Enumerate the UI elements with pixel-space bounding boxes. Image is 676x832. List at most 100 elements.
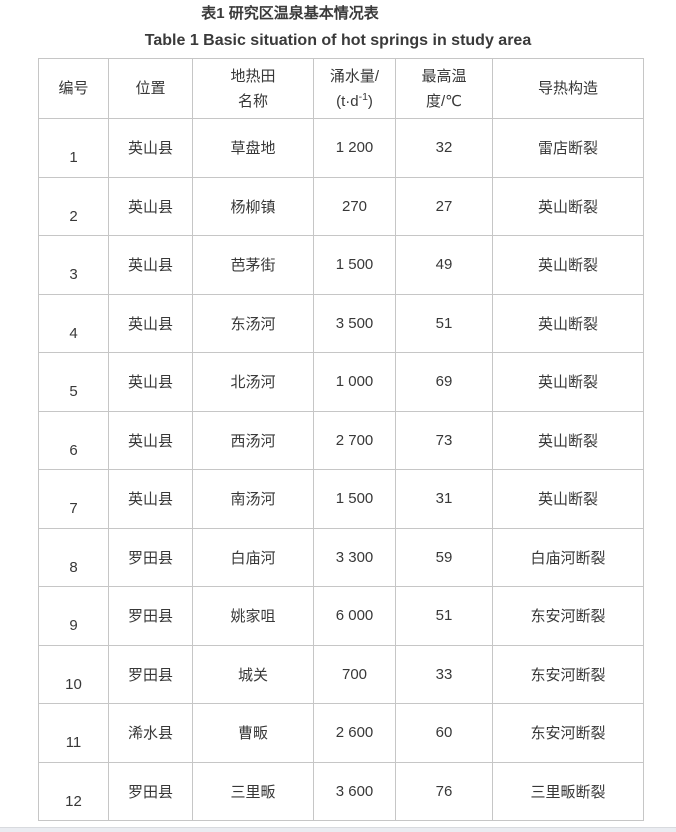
cell-location: 英山县 (108, 293, 193, 353)
table-row: 10 罗田县 城关 700 33 东安河断裂 (38, 644, 644, 704)
cell-heat-structure: 英山断裂 (492, 235, 644, 295)
cell-water-flow: 6 000 (313, 586, 396, 646)
cell-location: 英山县 (108, 469, 193, 529)
cell-number: 6 (38, 410, 109, 470)
cell-max-temperature: 33 (395, 644, 493, 704)
row-number: 9 (69, 617, 78, 635)
row-number: 1 (69, 149, 78, 167)
cell-water-flow: 3 600 (313, 761, 396, 821)
page-bottom-strip (0, 827, 676, 832)
cell-location: 浠水县 (108, 703, 193, 763)
header-location-label: 位置 (135, 80, 166, 97)
cell-location: 罗田县 (108, 644, 193, 704)
row-number: 10 (65, 675, 82, 693)
cell-geothermal-field: 东汤河 (192, 293, 314, 353)
cell-max-temperature: 32 (395, 118, 493, 178)
cell-location: 英山县 (108, 176, 193, 236)
cell-max-temperature: 51 (395, 293, 493, 353)
header-water-flow-line1: 涌水量/ (329, 67, 380, 85)
header-geothermal-field: 地热田 名称 (192, 58, 314, 119)
cell-geothermal-field: 北汤河 (192, 352, 314, 412)
cell-location: 罗田县 (108, 586, 193, 646)
cell-geothermal-field: 白庙河 (192, 527, 314, 587)
cell-geothermal-field: 曹畈 (192, 703, 314, 763)
header-number-label: 编号 (58, 80, 89, 97)
cell-number: 7 (38, 469, 109, 529)
table-row: 3 英山县 芭茅街 1 500 49 英山断裂 (38, 235, 644, 295)
header-max-temperature-line2: 度/℃ (425, 92, 462, 110)
unit-pre: (t·d (336, 92, 359, 110)
cell-max-temperature: 73 (395, 410, 493, 470)
cell-water-flow: 700 (313, 644, 396, 704)
row-number: 3 (69, 266, 78, 284)
cell-geothermal-field: 杨柳镇 (192, 176, 314, 236)
cell-max-temperature: 69 (395, 352, 493, 412)
table-body: 1 英山县 草盘地 1 200 32 雷店断裂 2 英山县 杨柳镇 270 27… (38, 118, 644, 821)
hot-springs-table: 编号 位置 地热田 名称 涌水量/ (t·d-1) 最高温 度/℃ (38, 58, 644, 821)
unit-superscript: -1 (358, 90, 368, 103)
cell-number: 12 (38, 761, 109, 821)
cell-max-temperature: 60 (395, 703, 493, 763)
row-number: 4 (69, 324, 78, 342)
cell-number: 3 (38, 235, 109, 295)
cell-geothermal-field: 草盘地 (192, 118, 314, 178)
header-water-flow: 涌水量/ (t·d-1) (313, 58, 396, 119)
cell-max-temperature: 27 (395, 176, 493, 236)
cell-max-temperature: 76 (395, 761, 493, 821)
table-row: 8 罗田县 白庙河 3 300 59 白庙河断裂 (38, 527, 644, 587)
row-number: 7 (69, 500, 78, 518)
row-number: 8 (69, 558, 78, 576)
cell-heat-structure: 雷店断裂 (492, 118, 644, 178)
row-number: 11 (65, 734, 82, 752)
cell-water-flow: 2 600 (313, 703, 396, 763)
table-row: 7 英山县 南汤河 1 500 31 英山断裂 (38, 469, 644, 529)
header-heat-structure-label: 导热构造 (537, 80, 598, 97)
cell-heat-structure: 英山断裂 (492, 293, 644, 353)
cell-heat-structure: 东安河断裂 (492, 703, 644, 763)
cell-heat-structure: 东安河断裂 (492, 586, 644, 646)
cell-water-flow: 1 500 (313, 469, 396, 529)
row-number: 2 (69, 207, 78, 225)
table-row: 12 罗田县 三里畈 3 600 76 三里畈断裂 (38, 761, 644, 821)
cell-geothermal-field: 南汤河 (192, 469, 314, 529)
cell-location: 罗田县 (108, 527, 193, 587)
header-geothermal-field-line2: 名称 (237, 92, 268, 110)
cell-number: 10 (38, 644, 109, 704)
cell-location: 英山县 (108, 410, 193, 470)
cell-number: 4 (38, 293, 109, 353)
cell-number: 8 (38, 527, 109, 587)
table-row: 9 罗田县 姚家咀 6 000 51 东安河断裂 (38, 586, 644, 646)
table-row: 4 英山县 东汤河 3 500 51 英山断裂 (38, 293, 644, 353)
cell-max-temperature: 49 (395, 235, 493, 295)
header-geothermal-field-line1: 地热田 (230, 67, 276, 85)
cell-heat-structure: 东安河断裂 (492, 644, 644, 704)
cell-location: 英山县 (108, 352, 193, 412)
cell-geothermal-field: 芭茅街 (192, 235, 314, 295)
cell-water-flow: 1 000 (313, 352, 396, 412)
cell-number: 9 (38, 586, 109, 646)
table-title-chinese: 表1 研究区温泉基本情况表 (201, 5, 379, 22)
cell-heat-structure: 英山断裂 (492, 176, 644, 236)
cell-geothermal-field: 三里畈 (192, 761, 314, 821)
cell-number: 2 (38, 176, 109, 236)
cell-location: 英山县 (108, 118, 193, 178)
cell-heat-structure: 英山断裂 (492, 352, 644, 412)
cell-heat-structure: 三里畈断裂 (492, 761, 644, 821)
cell-max-temperature: 59 (395, 527, 493, 587)
cell-water-flow: 1 500 (313, 235, 396, 295)
cell-water-flow: 3 300 (313, 527, 396, 587)
header-max-temperature-line1: 最高温 (421, 67, 467, 85)
cell-max-temperature: 31 (395, 469, 493, 529)
cell-water-flow: 3 500 (313, 293, 396, 353)
unit-post: ) (367, 92, 373, 110)
cell-water-flow: 1 200 (313, 118, 396, 178)
header-max-temperature: 最高温 度/℃ (395, 58, 493, 119)
table-title-english: Table 1 Basic situation of hot springs i… (144, 32, 532, 49)
table-row: 2 英山县 杨柳镇 270 27 英山断裂 (38, 176, 644, 236)
cell-number: 1 (38, 118, 109, 178)
cell-water-flow: 2 700 (313, 410, 396, 470)
cell-heat-structure: 白庙河断裂 (492, 527, 644, 587)
table-row: 6 英山县 西汤河 2 700 73 英山断裂 (38, 410, 644, 470)
cell-number: 11 (38, 703, 109, 763)
